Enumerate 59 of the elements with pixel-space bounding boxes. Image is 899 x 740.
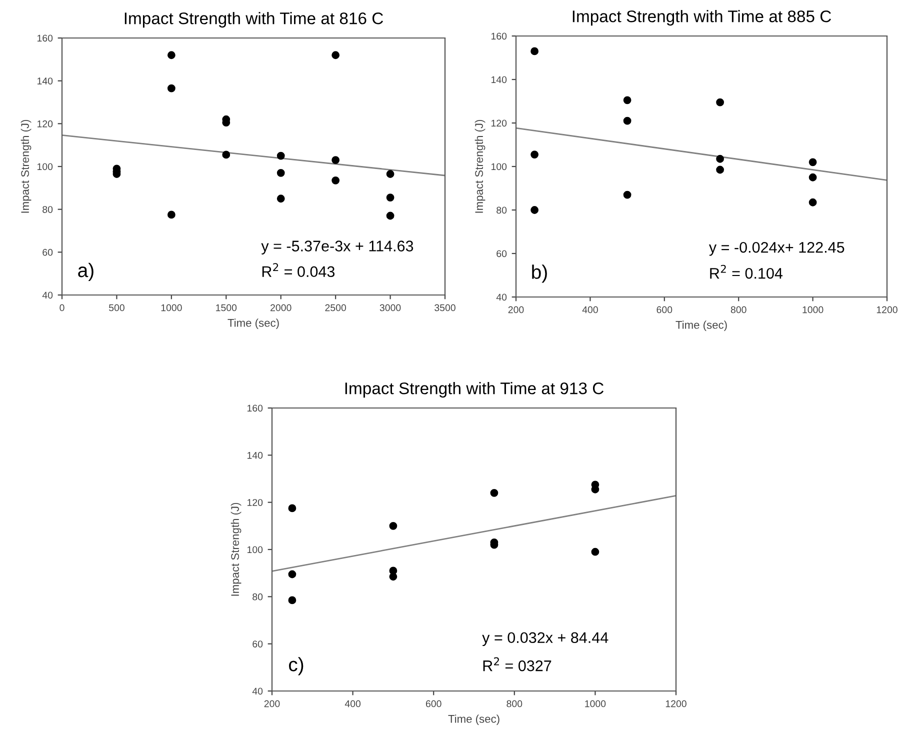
- y-tick-label: 140: [37, 78, 53, 84]
- x-tick-label: 1000: [585, 700, 606, 708]
- y-tick-label: 80: [252, 593, 263, 600]
- x-tick-label: 1000: [161, 304, 182, 312]
- y-tick-label: 100: [247, 546, 263, 554]
- annotation: c): [288, 657, 304, 676]
- x-tick-label: 1200: [666, 700, 686, 708]
- annotation: R$^{2}$ = 0.043: [262, 263, 335, 278]
- y-tick-label: 80: [496, 206, 507, 214]
- chart-title: Impact Strength with Time at 913 C: [345, 382, 604, 398]
- x-tick-label: 400: [344, 700, 361, 708]
- y-axis-title: Impact Strength (J): [20, 120, 32, 213]
- x-tick-label: 2500: [325, 304, 346, 312]
- chart-title: Impact Strength with Time at 816 C: [124, 12, 384, 28]
- y-tick-label: 100: [491, 163, 507, 170]
- annotation: R$^{2}$ = 0327: [483, 657, 552, 672]
- x-tick-label: 3000: [380, 304, 401, 312]
- y-tick-label: 120: [491, 120, 507, 127]
- x-tick-label: 400: [582, 306, 598, 314]
- y-tick-label: 60: [252, 640, 263, 648]
- x-axis-title: Time (sec): [448, 714, 500, 725]
- x-tick-label: 1200: [876, 306, 898, 314]
- x-tick-label: 1000: [802, 306, 824, 314]
- x-tick-label: 0: [60, 304, 64, 312]
- y-tick-label: 60: [496, 250, 507, 258]
- x-tick-label: 1500: [216, 304, 237, 312]
- y-tick-label: 100: [37, 163, 53, 170]
- x-tick-label: 200: [508, 306, 524, 314]
- y-tick-label: 40: [252, 688, 263, 695]
- y-tick-label: 60: [42, 248, 53, 256]
- chart-title: Impact Strength with Time at 885 C: [572, 10, 832, 26]
- y-tick-label: 160: [247, 404, 263, 412]
- y-tick-label: 140: [491, 76, 507, 84]
- x-tick-label: 600: [426, 700, 442, 708]
- x-tick-label: 200: [264, 700, 280, 708]
- annotation: a): [78, 262, 94, 282]
- annotation: R$^{2}$ = 0.104: [710, 264, 783, 279]
- annotation: b): [532, 264, 547, 283]
- y-axis-title: Impact Strength (J): [474, 120, 486, 213]
- y-tick-label: 120: [247, 499, 263, 506]
- x-tick-label: 500: [108, 304, 124, 312]
- y-tick-label: 160: [491, 32, 507, 40]
- y-tick-label: 40: [496, 294, 507, 301]
- x-tick-label: 600: [656, 306, 672, 314]
- x-tick-label: 800: [730, 306, 746, 314]
- y-tick-label: 120: [37, 120, 53, 128]
- y-tick-label: 140: [247, 452, 263, 459]
- x-axis-title: Time (sec): [228, 318, 279, 329]
- x-tick-label: 2000: [270, 304, 292, 312]
- annotation: y = -5.37e-3x + 114.63: [261, 240, 414, 254]
- y-tick-label: 40: [42, 292, 53, 299]
- y-tick-label: 160: [37, 34, 53, 42]
- annotation: y = 0.032x + 84.44: [482, 632, 608, 646]
- x-tick-label: 800: [506, 700, 522, 708]
- y-tick-label: 80: [42, 206, 53, 213]
- x-tick-label: 3500: [434, 304, 456, 312]
- x-axis-title: Time (sec): [676, 320, 727, 331]
- annotation: y = -0.024x+ 122.45: [708, 242, 844, 256]
- y-axis-title: Impact Strength (J): [230, 502, 242, 596]
